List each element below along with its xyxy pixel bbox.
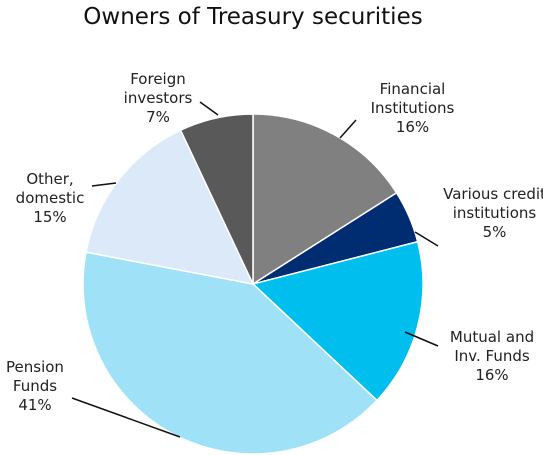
- category-label: Mutual and Inv. Funds: [449, 328, 535, 365]
- category-label: Foreign investors: [123, 70, 193, 107]
- leader-line: [339, 119, 357, 139]
- value-label: 7%: [146, 108, 170, 126]
- pie-slice: [251, 240, 424, 402]
- leader-line: [199, 101, 219, 116]
- value-label: 41%: [18, 396, 52, 414]
- slice-label: Mutual and Inv. Funds 16%: [436, 328, 543, 385]
- pie-slice: [252, 113, 398, 286]
- value-label: 16%: [395, 118, 430, 136]
- slice-label: Pension Funds 41%: [0, 358, 70, 415]
- value-label: 15%: [33, 208, 67, 226]
- category-label: Various credit institutions: [443, 185, 543, 222]
- leader-line: [71, 397, 181, 438]
- value-label: 5%: [482, 223, 507, 241]
- leader-line: [414, 231, 439, 247]
- pie-slice: [179, 113, 254, 285]
- leader-line: [91, 182, 117, 187]
- category-label: Financial Institutions: [370, 80, 455, 117]
- slice-label: Other, domestic 15%: [5, 170, 95, 227]
- pie-slice: [85, 129, 255, 286]
- slice-label: Financial Institutions 16%: [355, 80, 470, 137]
- category-label: Pension Funds: [6, 358, 64, 395]
- leader-line: [404, 331, 439, 347]
- slice-label: Foreign investors 7%: [108, 70, 208, 127]
- value-label: 16%: [475, 366, 509, 384]
- chart-title: Owners of Treasury securities: [83, 4, 423, 30]
- slice-label: Various credit institutions 5%: [442, 185, 543, 242]
- category-label: Other, domestic: [15, 170, 85, 207]
